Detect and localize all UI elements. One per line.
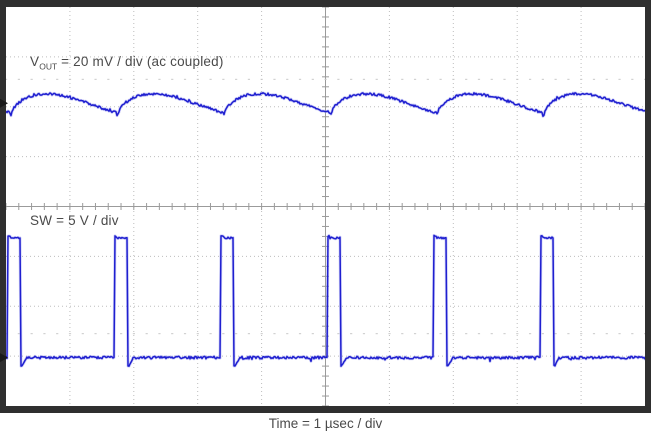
- vout-scale-label: VOUT = 20 mV / div (ac coupled): [30, 54, 224, 72]
- vout-trace: [5, 92, 646, 118]
- timebase-label: Time = 1 µsec / div: [268, 416, 383, 431]
- sw-ground-marker: [0, 353, 8, 363]
- sw-scale-label: SW = 5 V / div: [30, 213, 119, 228]
- graticule: [5, 6, 647, 407]
- sw-trace: [5, 234, 646, 367]
- vout-label-subscript: OUT: [39, 61, 58, 72]
- vout-ground-marker: [0, 98, 8, 108]
- vout-label-suffix: = 20 mV / div (ac coupled): [57, 54, 224, 69]
- scope-frame: [0, 0, 651, 413]
- vout-label-prefix: V: [30, 54, 40, 69]
